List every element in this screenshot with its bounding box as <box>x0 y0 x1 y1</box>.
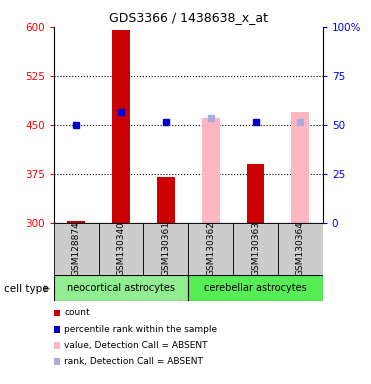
Text: GSM130364: GSM130364 <box>296 221 305 276</box>
Bar <box>144 223 188 275</box>
Text: rank, Detection Call = ABSENT: rank, Detection Call = ABSENT <box>64 357 203 366</box>
Text: count: count <box>64 308 90 318</box>
Bar <box>67 222 85 223</box>
Bar <box>188 223 233 275</box>
Bar <box>157 177 175 223</box>
Bar <box>188 275 323 301</box>
Bar <box>54 358 60 365</box>
Title: GDS3366 / 1438638_x_at: GDS3366 / 1438638_x_at <box>109 11 268 24</box>
Text: cerebellar astrocytes: cerebellar astrocytes <box>204 283 307 293</box>
Text: cell type: cell type <box>4 284 48 294</box>
Text: neocortical astrocytes: neocortical astrocytes <box>67 283 175 293</box>
Text: value, Detection Call = ABSENT: value, Detection Call = ABSENT <box>64 341 208 350</box>
Bar <box>247 164 265 223</box>
Text: GSM130362: GSM130362 <box>206 221 215 276</box>
Bar <box>99 223 144 275</box>
Bar <box>54 223 99 275</box>
Bar <box>291 112 309 223</box>
Text: GSM130361: GSM130361 <box>161 221 170 276</box>
Bar <box>54 342 60 349</box>
Bar <box>54 310 60 316</box>
Bar <box>112 30 130 223</box>
Bar <box>278 223 323 275</box>
Bar <box>233 223 278 275</box>
Text: GSM130363: GSM130363 <box>251 221 260 276</box>
Text: GSM130340: GSM130340 <box>116 221 125 276</box>
Polygon shape <box>44 285 50 293</box>
Bar <box>54 326 60 333</box>
Bar <box>54 275 188 301</box>
Text: percentile rank within the sample: percentile rank within the sample <box>64 324 217 334</box>
Text: GSM128874: GSM128874 <box>72 221 81 276</box>
Bar <box>202 118 220 223</box>
